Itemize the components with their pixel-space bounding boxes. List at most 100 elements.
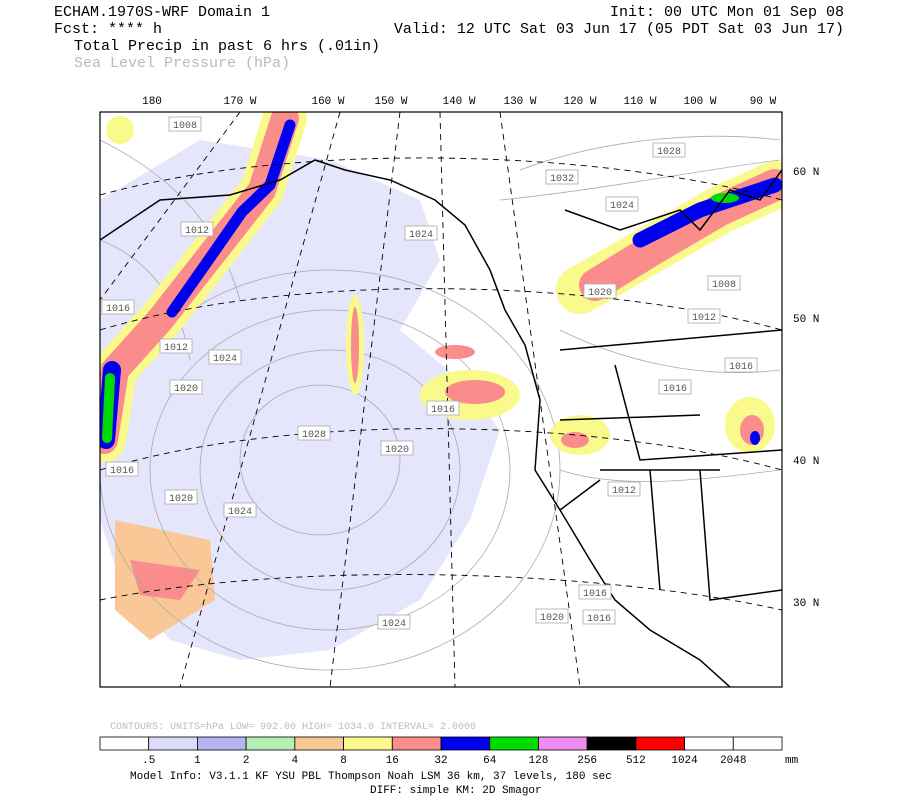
footer-line1: Model Info: V3.1.1 KF YSU PBL Thompson N… (130, 771, 612, 783)
isobar-label-box (687, 308, 721, 324)
colorbar-swatch (538, 736, 588, 751)
colorbar-swatch (245, 736, 296, 751)
valid-time: Valid: 12 UTC Sat 03 Jun 17 (05 PDT Sat … (394, 21, 844, 38)
isobar-label: 1024 (409, 230, 433, 241)
isobar-label-box (377, 614, 411, 630)
lat-label: 30 N (793, 598, 819, 610)
colorbar-label: 1 (194, 755, 201, 767)
isobar-label: 1028 (657, 147, 681, 158)
colorbar-swatch (148, 736, 198, 751)
isobar-label-box (652, 142, 686, 158)
isobar-label-box (159, 338, 193, 354)
isobar-label-box (426, 400, 460, 416)
colorbar-swatch (440, 736, 491, 751)
isobar-label: 1016 (663, 384, 687, 395)
isobar-label-box (607, 481, 641, 497)
isobar-label-box (180, 221, 214, 237)
colorbar-swatch (684, 736, 734, 751)
colorbar-label: 32 (434, 755, 447, 767)
colorbar-label: 256 (577, 755, 597, 767)
colorbar-swatch (294, 736, 344, 751)
isobar-label-box (168, 116, 202, 132)
isobar-label-box (707, 275, 741, 291)
forecast-hour: Fcst: **** h (54, 21, 162, 38)
isobar-label: 1020 (174, 384, 198, 395)
isobar-label: 1008 (712, 280, 736, 291)
lon-label: 150 W (374, 96, 407, 108)
colorbar-swatch (343, 736, 393, 751)
isobar-label: 1020 (540, 613, 564, 624)
lon-label: 100 W (683, 96, 716, 108)
colorbar-swatch (197, 736, 247, 751)
isobar-label-box (404, 225, 438, 241)
lon-label: 120 W (563, 96, 596, 108)
colorbar-swatch (586, 736, 637, 751)
isobar-label-box (297, 425, 331, 441)
colorbar-unit: mm (785, 755, 799, 767)
isobar-label-box (535, 608, 569, 624)
colorbar-label: 4 (292, 755, 299, 767)
isobar-label: 1016 (106, 304, 130, 315)
isobar-label-box (658, 379, 692, 395)
colorbar-label: 128 (529, 755, 549, 767)
colorbar-label: 2 (243, 755, 250, 767)
title: ECHAM.1970S-WRF Domain 1 (54, 4, 270, 21)
isobar-label: 1012 (185, 226, 209, 237)
lat-label: 40 N (793, 456, 819, 468)
map: 1008 1028 1032 1024 1012 1024 1020 1008 1016 1012… (100, 112, 782, 687)
field-precip: Total Precip in past 6 hrs (.01in) (74, 38, 380, 55)
isobar-label: 1024 (228, 507, 252, 518)
lat-label: 60 N (793, 167, 819, 179)
isobar-label: 1016 (583, 589, 607, 600)
init-time: Init: 00 UTC Mon 01 Sep 08 (610, 4, 844, 21)
isobar-label: 1020 (385, 445, 409, 456)
lat-label: 50 N (793, 314, 819, 326)
lon-label: 170 W (223, 96, 256, 108)
isobar-label: 1012 (164, 343, 188, 354)
isobar-label-box (545, 169, 579, 185)
isobar-label-box (169, 379, 203, 395)
lon-label: 130 W (503, 96, 536, 108)
isobar-label: 1020 (169, 494, 193, 505)
isobar-label: 1020 (588, 288, 612, 299)
isobar-label: 1028 (302, 430, 326, 441)
colorbar-swatch (489, 736, 539, 751)
isobar-label-box (582, 609, 616, 625)
colorbar-swatch (732, 736, 783, 751)
isobar-label: 1008 (173, 121, 197, 132)
colorbar-label: 64 (483, 755, 497, 767)
colorbar-label: 16 (386, 755, 399, 767)
isobar-label-box (724, 357, 758, 373)
isobar-label: 1016 (431, 405, 455, 416)
lon-label: 140 W (442, 96, 475, 108)
isobar-label-box (164, 489, 198, 505)
colorbar-swatch (99, 736, 150, 751)
isobar-label: 1016 (110, 466, 134, 477)
colorbar-label: .5 (142, 755, 155, 767)
footer-line2: DIFF: simple KM: 2D Smagor (370, 785, 542, 797)
isobar-label-box (101, 299, 135, 315)
isobar-label: 1024 (213, 354, 237, 365)
colorbar-label: 512 (626, 755, 646, 767)
isobar-label: 1016 (587, 614, 611, 625)
isobar-label-box (223, 502, 257, 518)
colorbar-label: 2048 (720, 755, 746, 767)
isobar-label-box (105, 461, 139, 477)
isobar-label-box (578, 584, 612, 600)
lon-label: 180 (142, 96, 162, 108)
contour-info: CONTOURS: UNITS=hPa LOW= 992.00 HIGH= 10… (110, 721, 476, 733)
isobar-label-box (208, 349, 242, 365)
isobar-label-box (380, 440, 414, 456)
isobar-label: 1032 (550, 174, 574, 185)
field-slp: Sea Level Pressure (hPa) (74, 55, 290, 72)
isobar-label-box (583, 283, 617, 299)
isobar-label-box (605, 196, 639, 212)
lon-label: 90 W (750, 96, 777, 108)
map-frame (99, 111, 783, 688)
isobar-label: 1012 (692, 313, 716, 324)
isobar-label: 1016 (729, 362, 753, 373)
lon-label: 160 W (311, 96, 344, 108)
lon-label: 110 W (623, 96, 656, 108)
colorbar-label: 1024 (671, 755, 698, 767)
